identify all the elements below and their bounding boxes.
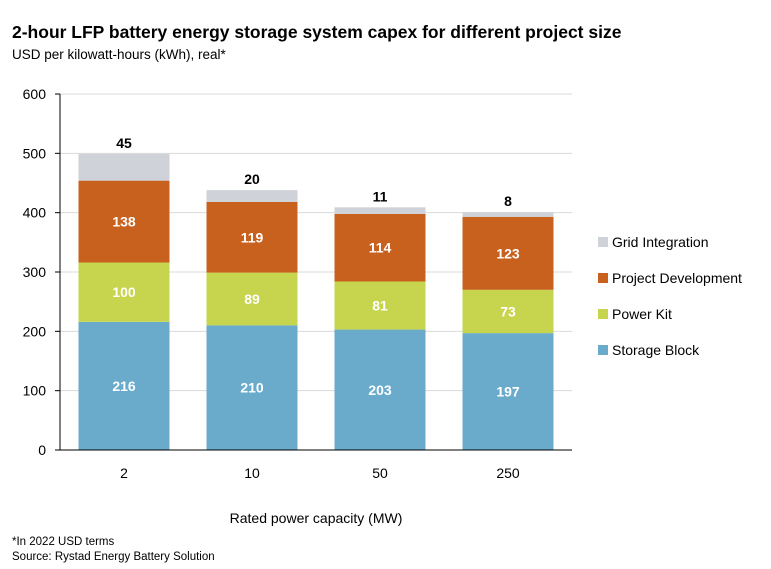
x-axis-label: Rated power capacity (MW) <box>229 510 403 526</box>
x-axis-ticks: 2 10 50 250 <box>120 465 520 481</box>
legend: Grid Integration Project Development Power… <box>598 234 742 358</box>
data-label: 216 <box>112 378 136 394</box>
bar-segment-grid-integration <box>206 190 298 202</box>
data-label: 11 <box>373 188 388 204</box>
chart-title: 2-hour LFP battery energy storage system… <box>12 22 622 42</box>
y-tick-label: 600 <box>23 86 47 102</box>
legend-label: Power Kit <box>612 306 672 322</box>
bar-segment-grid-integration <box>334 207 426 214</box>
x-tick-label: 250 <box>496 465 520 481</box>
y-tick-label: 300 <box>23 264 47 280</box>
bar-segment-power-kit <box>206 272 298 326</box>
bar-segment-storage-block <box>206 325 298 450</box>
legend-label: Project Development <box>612 270 742 286</box>
x-tick-label: 2 <box>120 465 128 481</box>
axes <box>59 94 572 451</box>
legend-swatch <box>598 273 608 283</box>
y-tick-label: 100 <box>23 383 47 399</box>
data-label: 138 <box>112 214 136 230</box>
bar-segment-grid-integration <box>78 153 170 181</box>
bar-segment-storage-block <box>78 321 170 450</box>
bar-segment-project-development <box>206 201 298 273</box>
bar-segment-project-development <box>334 213 426 282</box>
bars: 216 100 138 45 210 89 119 20 203 81 114 11 197 73 123 8 <box>78 135 554 450</box>
bar-segment-grid-integration <box>462 212 554 217</box>
bar-segment-project-development <box>78 180 170 263</box>
y-axis-ticks: 0 100 200 300 400 500 600 <box>23 86 60 458</box>
legend-swatch <box>598 345 608 355</box>
y-tick-label: 200 <box>23 323 47 339</box>
data-label: 119 <box>241 229 264 245</box>
chart-subtitle: USD per kilowatt-hours (kWh), real* <box>12 47 226 62</box>
y-tick-label: 0 <box>38 442 46 458</box>
data-label: 20 <box>244 171 260 187</box>
data-label: 100 <box>112 284 136 300</box>
data-label: 123 <box>496 245 520 261</box>
bar-segment-power-kit <box>462 289 554 334</box>
y-tick-label: 500 <box>23 145 47 161</box>
legend-label: Storage Block <box>612 342 700 358</box>
data-label: 210 <box>240 380 264 396</box>
source-note: Source: Rystad Energy Battery Solution <box>12 551 215 563</box>
data-label: 197 <box>496 384 520 400</box>
data-label: 8 <box>504 193 512 209</box>
legend-swatch <box>598 309 608 319</box>
x-tick-label: 10 <box>244 465 260 481</box>
bar-segment-power-kit <box>78 262 170 322</box>
data-label: 81 <box>372 298 388 314</box>
data-label: 45 <box>116 135 132 151</box>
bar-segment-power-kit <box>334 281 426 330</box>
legend-label: Grid Integration <box>612 234 709 250</box>
x-tick-label: 50 <box>372 465 388 481</box>
y-tick-label: 400 <box>23 205 47 221</box>
bar-segment-storage-block <box>334 329 426 450</box>
bar-segment-storage-block <box>462 333 554 450</box>
data-label: 203 <box>368 382 392 398</box>
data-label: 114 <box>369 240 392 256</box>
legend-swatch <box>598 237 608 247</box>
data-label: 89 <box>244 291 260 307</box>
bar-segment-project-development <box>462 216 554 290</box>
footnote: *In 2022 USD terms <box>12 536 115 548</box>
data-label: 73 <box>500 303 516 319</box>
